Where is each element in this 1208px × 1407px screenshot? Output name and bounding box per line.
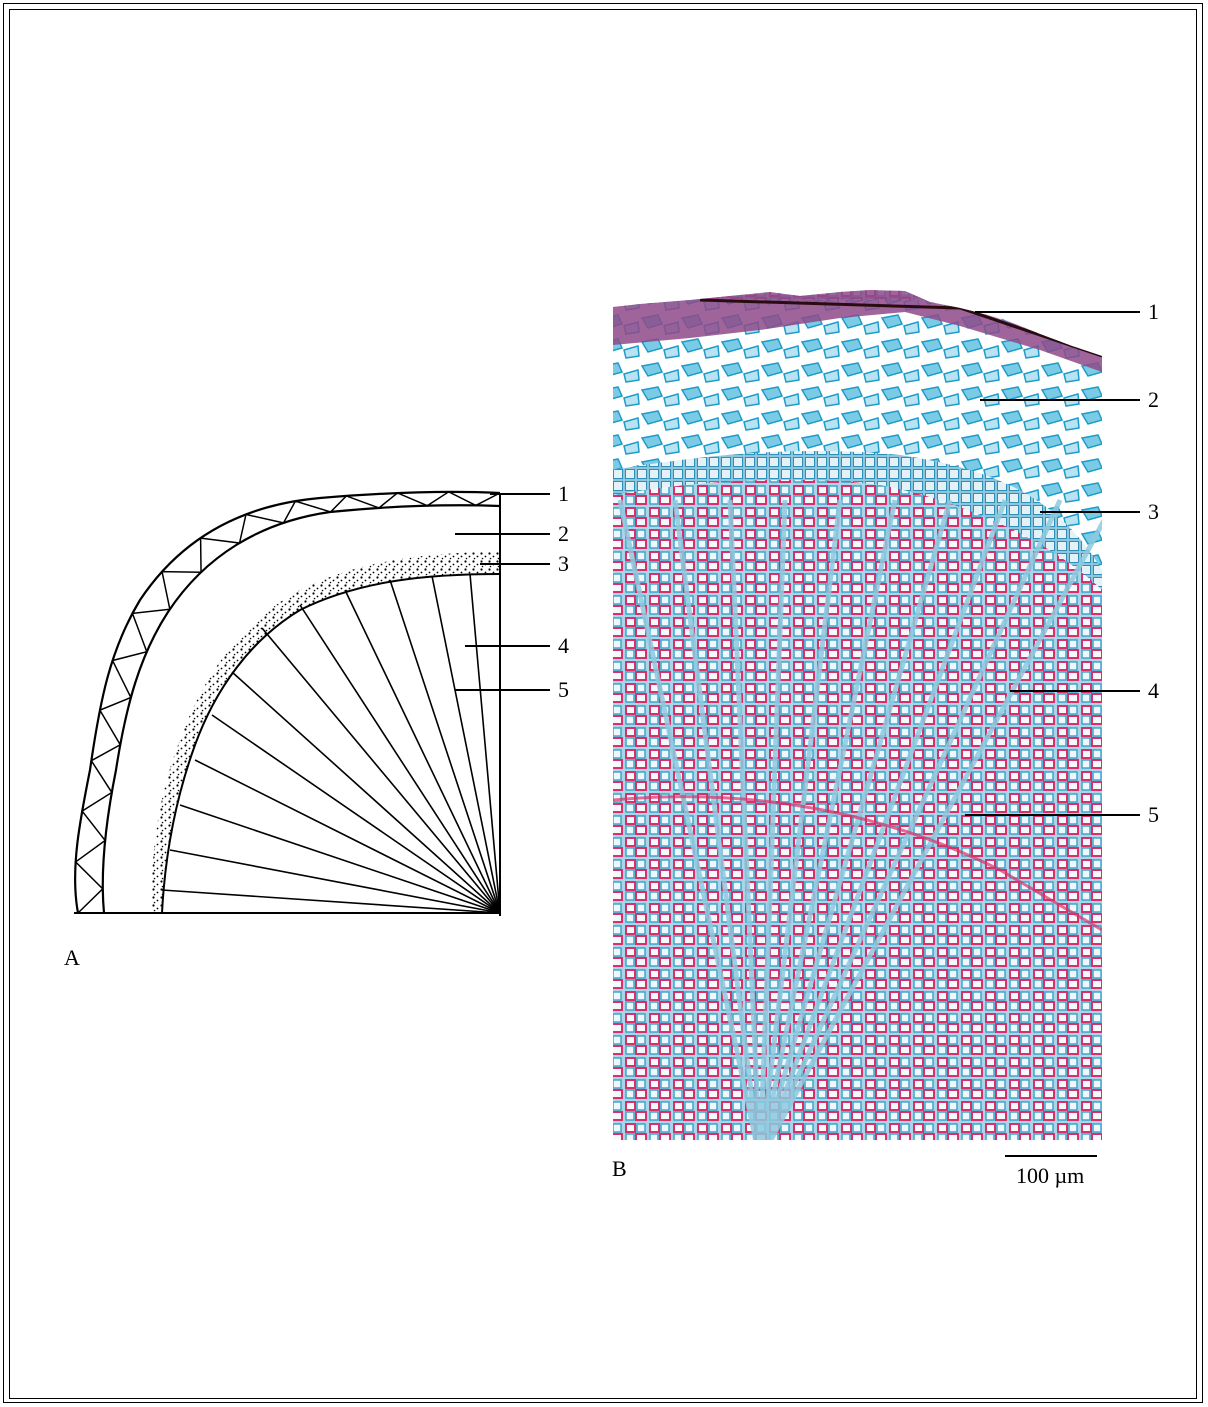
micrograph-ray: [757, 499, 1008, 1140]
panel-a-letter: A: [64, 945, 80, 970]
ray-line: [344, 589, 501, 914]
label-b-4: 4: [1148, 678, 1159, 703]
periderm-zigzag: [74, 490, 501, 914]
ray-line: [431, 575, 501, 914]
micrograph-ray: [757, 499, 953, 1140]
micrograph-ray: [672, 499, 763, 1140]
scale-bar-label: 100 µm: [1016, 1163, 1084, 1188]
ray-line: [389, 579, 501, 914]
label-a-3: 3: [558, 551, 569, 576]
micrograph-ray: [757, 498, 1102, 1140]
ray-line: [179, 804, 501, 914]
figure-border-inner: [9, 9, 1197, 1399]
label-b-2: 2: [1148, 387, 1159, 412]
micrograph-ray: [757, 498, 1063, 1140]
ray-line: [261, 627, 501, 914]
label-b-1: 1: [1148, 299, 1159, 324]
label-a-1: 1: [558, 481, 569, 506]
periderm-outer-line: [74, 490, 501, 914]
label-a-4: 4: [558, 633, 569, 658]
cork-zigzag-line: [74, 490, 501, 914]
xylem-rays: [161, 573, 501, 914]
phloem-xylem-boundary: [161, 573, 501, 914]
ray-line: [194, 759, 501, 914]
micrograph-ray: [757, 499, 898, 1140]
micrograph-ray: [617, 499, 763, 1140]
micrograph-ray: [757, 499, 843, 1140]
panel-b-micrograph: [613, 290, 1102, 1140]
label-a-5: 5: [558, 677, 569, 702]
micrograph-ray: [757, 499, 788, 1140]
ray-line: [469, 573, 501, 914]
ray-line: [299, 604, 501, 914]
ray-line: [211, 714, 501, 914]
ray-line: [169, 849, 501, 914]
micrograph-ray: [727, 499, 763, 1140]
panel-b-letter: B: [612, 1156, 627, 1181]
periderm-inner-line: [101, 504, 501, 914]
label-b-3: 3: [1148, 499, 1159, 524]
label-b-5: 5: [1148, 802, 1159, 827]
ray-line: [161, 889, 501, 914]
cambium-band: [151, 552, 500, 913]
ray-line: [231, 671, 501, 914]
label-a-2: 2: [558, 521, 569, 546]
panel-a-drawing: 1 2 3 4 5 A: [64, 481, 569, 970]
figure-border-outer: [3, 3, 1203, 1403]
